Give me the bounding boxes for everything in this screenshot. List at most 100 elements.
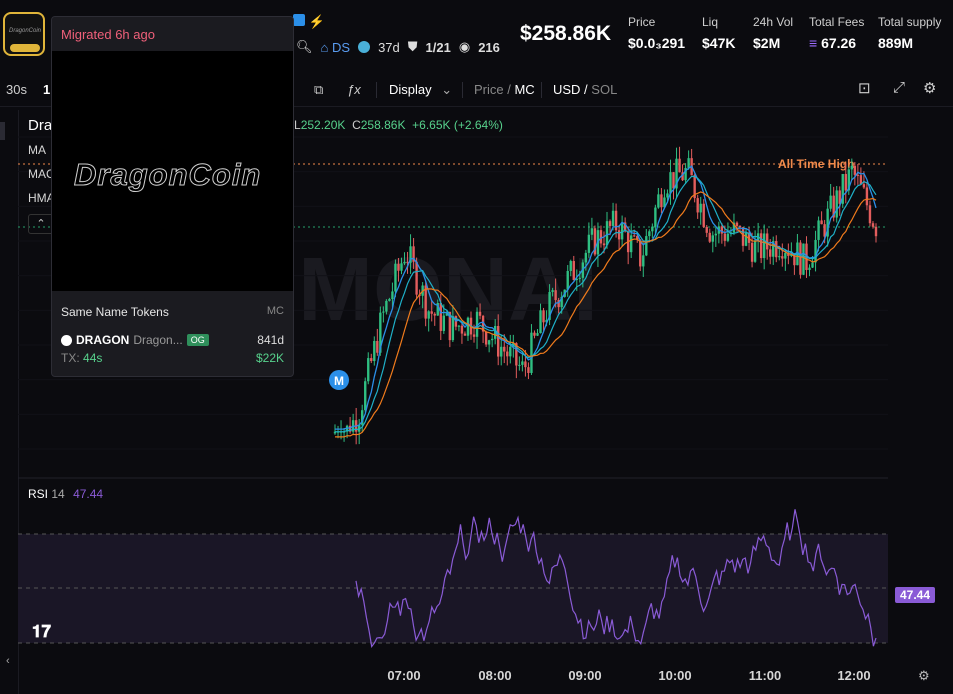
fx-indicator-icon[interactable]: ƒx (347, 82, 361, 97)
edit-icon[interactable] (293, 14, 305, 26)
candle-body (802, 243, 805, 275)
x-axis: 07:00 08:00 09:00 10:00 11:00 12:00 (387, 668, 870, 680)
candle-body (684, 167, 687, 181)
candle-body (856, 174, 860, 176)
collapse-left-icon[interactable]: ‹ (6, 655, 10, 667)
rsi-period: 14 (51, 487, 65, 501)
candle-body (720, 226, 724, 234)
candle-body (509, 346, 512, 357)
candle-body (862, 184, 866, 188)
price-option[interactable]: Price / (474, 82, 511, 97)
candle-body (370, 358, 373, 362)
low-value: 252.20K (300, 118, 346, 132)
fees-value: 67.26 (821, 35, 857, 51)
tradingview-logo[interactable]: 𝟏𝟕 (32, 622, 51, 641)
candle-body (784, 252, 787, 259)
left-drawing-toolbar: ‹ (0, 110, 19, 694)
candle-body (723, 233, 727, 241)
candle-body (442, 315, 446, 331)
change-value: +6.65K (+2.64%) (412, 118, 503, 132)
candle-body (753, 240, 757, 262)
usd-option[interactable]: USD / (553, 82, 588, 97)
migration-marker[interactable] (329, 370, 349, 390)
candle-body (835, 190, 838, 218)
same-name-tokens-title: Same Name Tokens (61, 305, 169, 319)
candle-body (663, 197, 666, 208)
candle-body (844, 173, 847, 191)
search-icon[interactable]: 🔍︎ (296, 39, 313, 54)
mc-option[interactable]: MC (514, 82, 535, 97)
candle-body (775, 241, 778, 258)
candle-body (645, 236, 648, 256)
mc-column-label: MC (266, 305, 284, 317)
settings-gear-icon[interactable]: ⚙ (923, 80, 937, 97)
indicator-hma[interactable]: HMA (28, 191, 55, 205)
ds-link[interactable]: ⌂ DS (321, 40, 351, 55)
candle-type-icon[interactable]: ⧉ (314, 82, 324, 97)
candle-body (542, 310, 545, 323)
sol-option[interactable]: SOL (591, 82, 618, 97)
candle-body (639, 239, 642, 267)
candle-body (714, 233, 718, 236)
candle-body (744, 232, 748, 246)
candle-body (765, 233, 769, 250)
close-value: 258.86K (360, 118, 406, 132)
drawing-tool-handle[interactable] (0, 122, 5, 140)
tx-info: TX: 44s (61, 351, 102, 365)
tx-value: 44s (83, 351, 103, 365)
camera-icon[interactable]: ⊡ (858, 80, 871, 97)
candle-body (487, 340, 491, 345)
ma-line-cyan (335, 175, 877, 433)
candle-body (629, 235, 633, 253)
candle-body (524, 361, 527, 368)
ma-line-orange (335, 191, 877, 438)
stat-label: Total supply (878, 15, 942, 29)
candle-body (599, 230, 603, 244)
candle-body (750, 242, 754, 262)
fullscreen-icon[interactable]: ⤢ (893, 79, 906, 96)
interval-30s[interactable]: 30s (6, 82, 27, 97)
indicator-ma[interactable]: MA (28, 143, 46, 157)
token-logo[interactable]: DragonCoin (3, 12, 45, 56)
candle-body (391, 291, 394, 300)
stat-value: $2M (753, 35, 781, 51)
price-mc-toggle[interactable]: Price / MC (474, 82, 535, 97)
candle-body (735, 222, 739, 226)
candle-body (493, 325, 497, 339)
candle-body (620, 222, 624, 240)
chart-settings-icon[interactable]: ⚙ (918, 668, 930, 683)
candle-body (702, 203, 705, 227)
currency-toggle[interactable]: USD / SOL (553, 82, 617, 97)
candle-body (711, 235, 714, 242)
candle-body (617, 230, 621, 240)
candle-body (566, 270, 569, 290)
lightning-icon: ⚡ (308, 14, 325, 29)
stat-value: ≡ 67.26 (809, 35, 864, 51)
same-name-token-row[interactable]: DRAGON Dragon... OG (61, 333, 209, 347)
candle-body (548, 291, 551, 320)
candle-body (642, 255, 645, 267)
candle-body (781, 256, 784, 259)
candle-body (738, 225, 742, 228)
clock-icon (358, 41, 371, 53)
candle-body (811, 262, 814, 268)
interval-1[interactable]: 1 (43, 82, 51, 97)
indicator-mac[interactable]: MAC (28, 167, 55, 181)
rsi-label: RSI (28, 487, 49, 501)
candle-body (759, 233, 763, 259)
candle-body (575, 278, 578, 281)
stat-value: $47K (702, 35, 736, 51)
logo-badge (10, 44, 40, 52)
candle-body (539, 310, 542, 334)
candle-body (672, 172, 675, 189)
candle-body (533, 332, 536, 336)
candle-body (859, 175, 863, 185)
holder-icon: ⛊ (407, 39, 418, 54)
candle-body (820, 220, 823, 225)
display-dropdown[interactable]: Display ⌄ (389, 82, 452, 98)
candle-body (853, 165, 857, 175)
candle-body (357, 424, 361, 432)
candle-body (808, 267, 811, 271)
token-age: 37d (378, 39, 400, 55)
candle-body (400, 263, 403, 271)
